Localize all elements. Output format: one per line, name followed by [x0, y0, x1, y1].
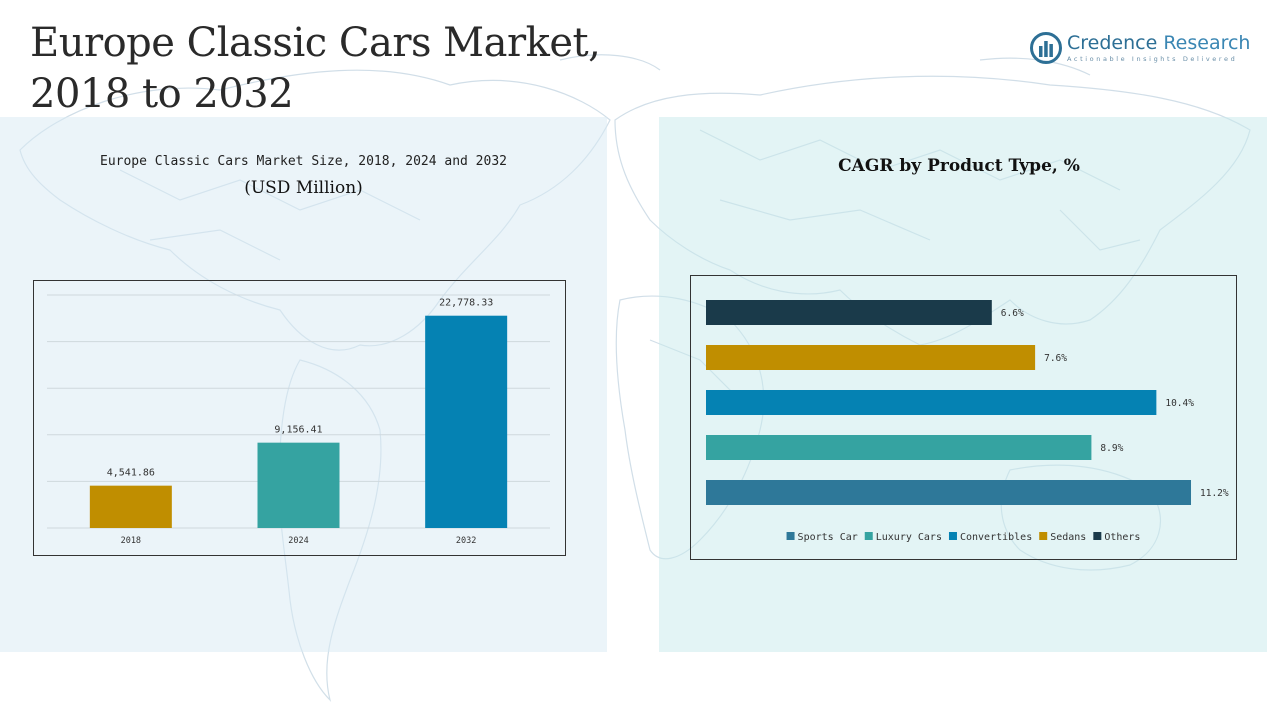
data-label-convertibles: 10.4%: [1165, 398, 1194, 409]
logo-mark-icon: [1030, 32, 1062, 64]
legend-label-luxury-cars: Luxury Cars: [876, 532, 942, 543]
x-tick-2032: 2032: [456, 536, 476, 546]
legend-swatch-convertibles: [948, 532, 957, 540]
legend-swatch-sports-car: [786, 532, 795, 540]
cagr-horizontal-bar-chart: 6.6% 7.6% 10.4% 8.9% 11.2% Sports Car Luxury C…: [690, 275, 1237, 560]
logo-name: Credence Research: [1067, 30, 1250, 56]
page-title-line2: 2018 to 2032: [30, 71, 294, 117]
legend-swatch-sedans: [1039, 532, 1048, 540]
data-label-2032: 22,778.33: [439, 298, 493, 309]
x-tick-2024: 2024: [288, 536, 308, 546]
data-label-2024: 9,156.41: [274, 425, 322, 436]
logo-tagline: Actionable Insights Delivered: [1067, 55, 1238, 63]
data-label-2018: 4,541.86: [107, 468, 155, 479]
data-label-sports-car: 11.2%: [1200, 488, 1229, 499]
bar-sports-car: [706, 480, 1192, 505]
cagr-chart-title: CAGR by Product Type, %: [838, 156, 1080, 176]
x-tick-2018: 2018: [121, 536, 141, 546]
credence-research-logo: Credence Research Actionable Insights De…: [1030, 30, 1250, 70]
plot-frame: [33, 280, 566, 556]
data-label-others: 6.6%: [1001, 308, 1024, 319]
bar-2018: [89, 485, 172, 528]
bar-others: [706, 300, 992, 325]
data-label-luxury-cars: 8.9%: [1100, 443, 1123, 454]
market-size-bar-chart: 4,541.86 2018 9,156.41 2024 22,778.33 2032: [33, 280, 566, 556]
legend-swatch-luxury-cars: [864, 532, 873, 540]
market-size-chart-title: Europe Classic Cars Market Size, 2018, 2…: [100, 154, 507, 169]
legend-label-convertibles: Convertibles: [960, 532, 1032, 543]
cagr-panel: [659, 117, 1267, 652]
legend-label-sports-car: Sports Car: [798, 532, 858, 543]
logo-name-part1: Credence: [1067, 32, 1158, 54]
bar-2032: [425, 315, 508, 528]
legend-label-others: Others: [1104, 532, 1140, 543]
legend-swatch-others: [1093, 532, 1102, 540]
legend-label-sedans: Sedans: [1050, 532, 1086, 543]
bar-sedans: [706, 345, 1036, 370]
data-label-sedans: 7.6%: [1044, 353, 1067, 364]
page-title-line1: Europe Classic Cars Market,: [30, 20, 601, 66]
market-size-chart-subtitle: (USD Million): [244, 178, 363, 198]
plot-frame: [690, 275, 1237, 560]
bar-convertibles: [706, 390, 1157, 415]
bar-2024: [257, 442, 340, 528]
logo-name-part2: Research: [1157, 32, 1251, 54]
bar-luxury-cars: [706, 435, 1092, 460]
page-title: Europe Classic Cars Market, 2018 to 2032: [30, 18, 601, 120]
